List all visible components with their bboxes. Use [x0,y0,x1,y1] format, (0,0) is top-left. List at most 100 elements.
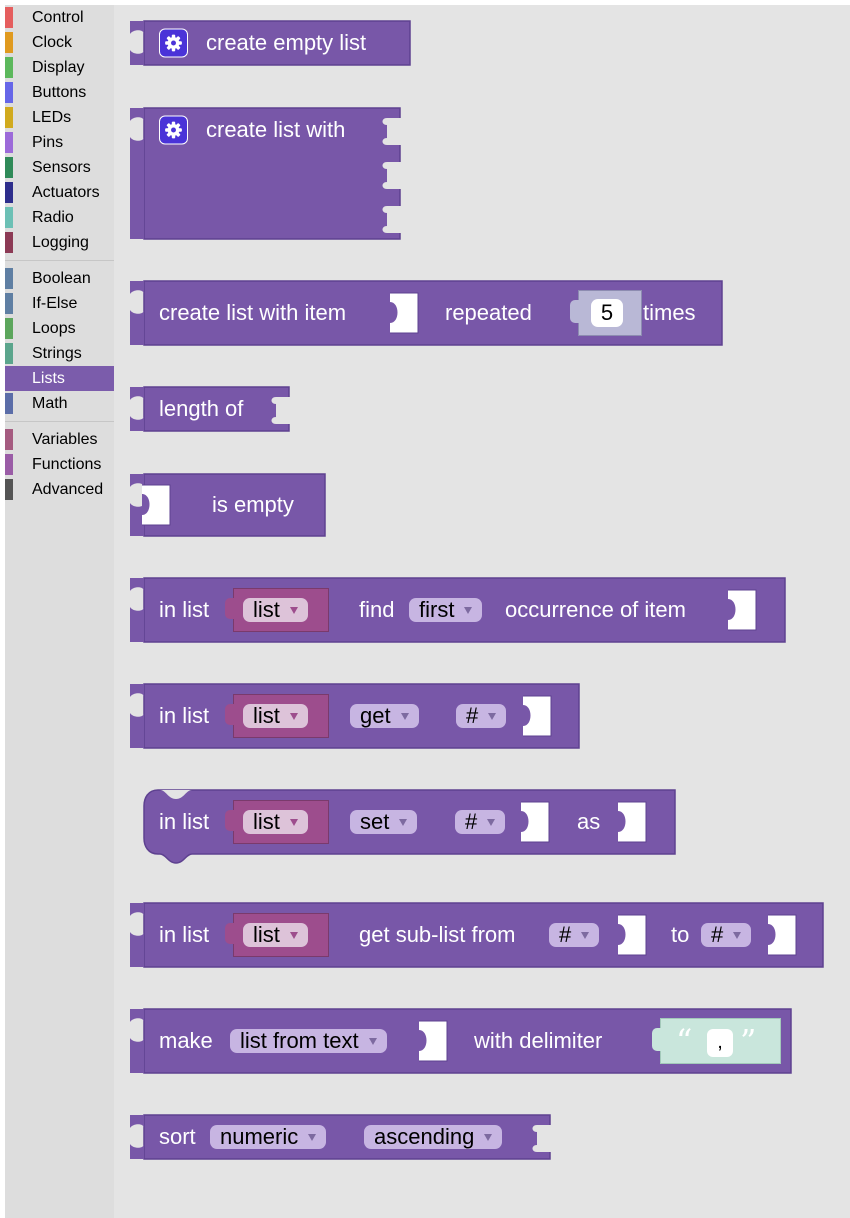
category-strings[interactable]: Strings [5,341,114,366]
block-label: with delimiter [474,1028,603,1053]
category-variables[interactable]: Variables [5,427,114,452]
blocks-flyout: create empty list create list with creat… [114,5,850,1218]
list-variable-block[interactable]: list [225,800,329,844]
category-color-swatch [5,366,13,391]
category-if-else[interactable]: If-Else [5,291,114,316]
block-label: as [577,809,601,834]
to-index-dropdown[interactable]: # [701,922,752,947]
category-color-swatch [5,429,13,450]
block-label: to [671,922,690,947]
category-label: Boolean [32,270,91,287]
repeat-count-field[interactable]: 5 [570,290,642,336]
category-label: Lists [32,370,65,387]
variable-name: list [253,809,280,834]
list-variable-block[interactable]: list [225,694,329,738]
category-math[interactable]: Math [5,391,114,416]
find-mode-dropdown[interactable]: first [409,598,483,622]
repeat-count-value[interactable]: 5 [591,299,623,327]
list-variable-block[interactable]: list [225,588,329,632]
toolbox-sidebar: Control Clock Display Buttons LEDs Pins Sensor… [5,5,114,1218]
category-sensors[interactable]: Sensors [5,155,114,180]
delimiter-value[interactable]: , [707,1029,733,1057]
category-label: LEDs [32,109,72,126]
variable-name: list [253,922,280,947]
category-separator [5,255,114,266]
list-variable-block[interactable]: list [225,913,329,957]
category-label: Sensors [32,159,91,176]
delimiter-text-block[interactable]: “ , ” [652,1018,781,1064]
from-index-dropdown[interactable]: # [549,923,600,947]
chevron-down-icon [289,607,298,614]
category-color-swatch [5,32,13,53]
open-quote-icon: “ [676,1022,693,1060]
category-loops[interactable]: Loops [5,316,114,341]
category-label: Loops [32,320,76,337]
category-color-swatch [5,454,13,475]
variable-dropdown[interactable]: list [243,923,308,947]
category-buttons[interactable]: Buttons [5,80,114,105]
block-shape [130,683,580,749]
category-radio[interactable]: Radio [5,205,114,230]
category-color-swatch [5,107,13,128]
set-mode-dropdown[interactable]: set [350,810,418,834]
block-label: times [643,300,696,325]
category-leds[interactable]: LEDs [5,105,114,130]
category-label: Math [32,395,68,412]
category-color-swatch [5,479,13,500]
category-lists[interactable]: Lists [5,366,114,391]
category-color-swatch [5,7,13,28]
chevron-down-icon [400,713,409,720]
block-label: sort [159,1124,196,1149]
sort-type-dropdown[interactable]: numeric [210,1124,327,1149]
category-advanced[interactable]: Advanced [5,477,114,502]
block-label: in list [159,703,210,728]
category-pins[interactable]: Pins [5,130,114,155]
gear-icon[interactable] [159,115,188,145]
block-label: is empty [212,492,294,517]
block-label: find [359,597,395,622]
category-color-swatch [5,57,13,78]
category-color-swatch [5,293,13,314]
gear-icon-glyph [164,34,182,51]
category-label: If-Else [32,295,78,312]
get-mode-dropdown[interactable]: get [350,704,419,728]
category-color-swatch [5,393,13,414]
variable-dropdown[interactable]: list [243,810,308,834]
category-display[interactable]: Display [5,55,114,80]
chevron-down-icon [488,713,497,720]
chevron-down-icon [289,713,298,720]
chevron-down-icon [289,819,298,826]
block-label: repeated [445,300,532,325]
chevron-down-icon [487,819,496,826]
block-label: occurrence of item [505,597,686,622]
category-label: Functions [32,456,102,473]
index-mode-dropdown[interactable]: # [456,704,507,728]
category-color-swatch [5,82,13,103]
dropdown-value: get [360,703,391,728]
index-mode-dropdown[interactable]: # [455,809,506,834]
category-control[interactable]: Control [5,5,114,30]
dropdown-value: numeric [220,1124,299,1149]
category-color-swatch [5,157,13,178]
category-logging[interactable]: Logging [5,230,114,255]
sort-order-dropdown[interactable]: ascending [364,1125,503,1149]
split-mode-dropdown[interactable]: list from text [230,1029,387,1053]
category-clock[interactable]: Clock [5,30,114,55]
variable-dropdown[interactable]: list [243,598,308,622]
variable-dropdown[interactable]: list [243,704,308,728]
block-shape [130,20,411,66]
dropdown-value: # [465,809,478,834]
chevron-down-icon [733,932,742,939]
category-label: Advanced [32,481,104,498]
gear-icon[interactable] [159,28,188,58]
block-shape [130,386,290,432]
category-label: Variables [32,431,98,448]
category-boolean[interactable]: Boolean [5,266,114,291]
variable-name: list [253,703,280,728]
category-actuators[interactable]: Actuators [5,180,114,205]
category-label: Actuators [32,184,100,201]
category-label: Buttons [32,84,87,101]
category-color-swatch [5,232,13,253]
dropdown-value: # [711,922,724,947]
category-functions[interactable]: Functions [5,452,114,477]
